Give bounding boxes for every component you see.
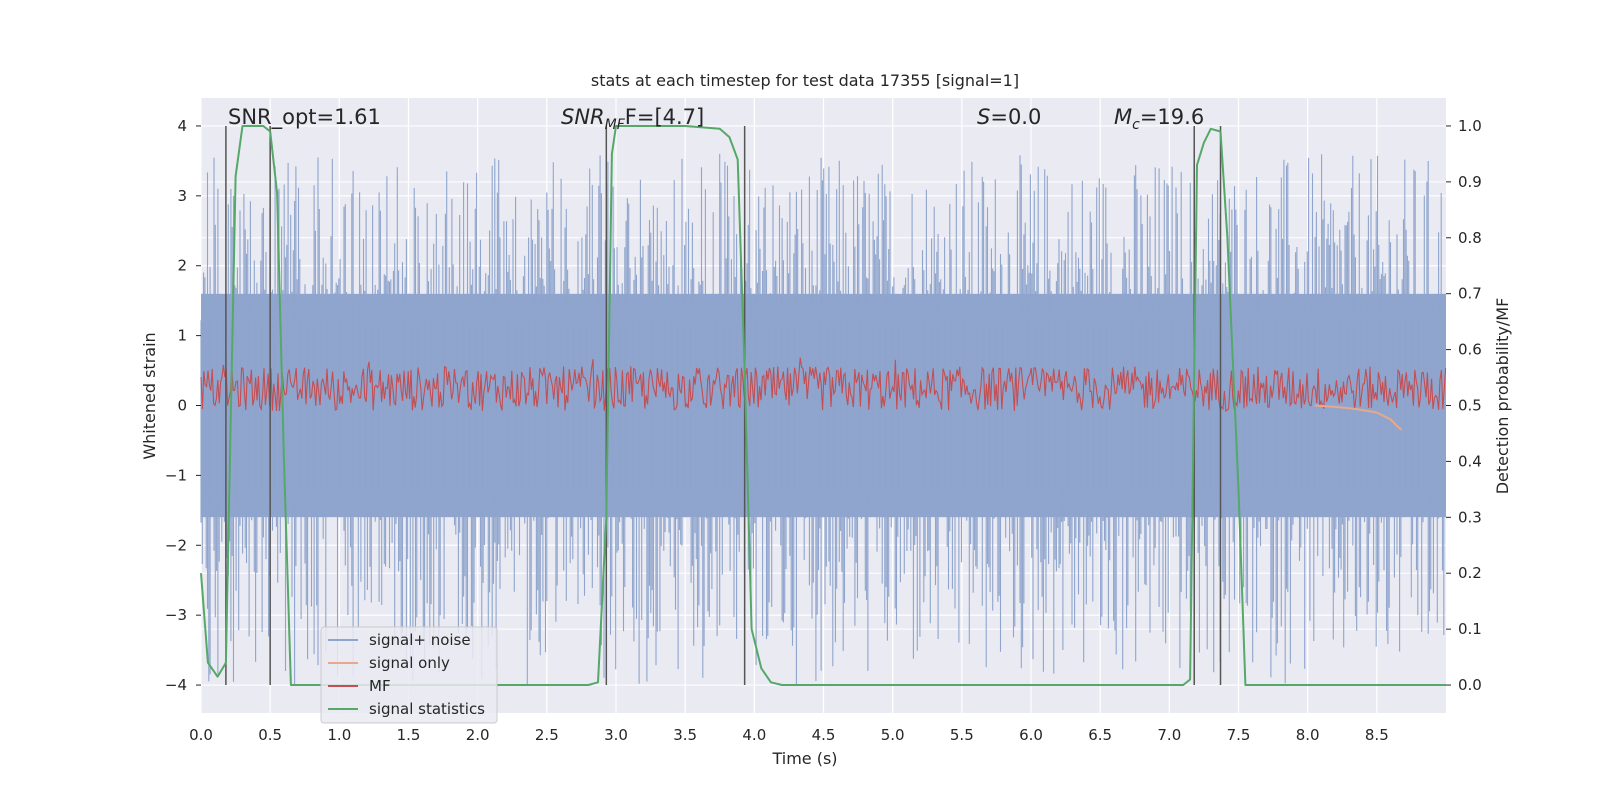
- x-tick-label: 7.5: [1227, 726, 1251, 744]
- y-tick-label-right: 0.8: [1458, 229, 1482, 247]
- x-tick-label: 5.5: [950, 726, 974, 744]
- legend-box: [320, 626, 498, 724]
- x-tick-label: 4.0: [742, 726, 766, 744]
- x-tick-labels: 0.0 0.5 1.0 1.5 2.0 2.5 3.0 3.5 4.0 4.5 5.0 5.5 6.0 6…: [189, 726, 1389, 744]
- snr-mf-sub: MF: [605, 117, 626, 133]
- y-tick-label-right: 0.1: [1458, 620, 1482, 638]
- legend-label-signal-only: signal only: [369, 654, 450, 672]
- signal-only-line: [1314, 404, 1403, 431]
- x-tick-label: 7.0: [1157, 726, 1181, 744]
- y-tick-label: −4: [165, 676, 187, 694]
- signal-only-series: [1314, 404, 1403, 431]
- annotation-mc: Mc=19.6: [1114, 105, 1204, 133]
- snr-mf-main: SNR: [561, 105, 605, 129]
- x-tick-label: 0.0: [189, 726, 213, 744]
- y-axis-label: Whitened strain: [140, 332, 159, 459]
- x-tick-label: 6.5: [1088, 726, 1112, 744]
- mc-main: M: [1114, 105, 1132, 129]
- y-tick-label-right: 0.5: [1458, 397, 1482, 415]
- y-tick-label-right: 1.0: [1458, 117, 1482, 135]
- y-axis-label-right: Detection probability/MF: [1493, 298, 1512, 495]
- mf-series: [200, 357, 1447, 413]
- y-tick-labels-left: −4 −3 −2 −1 0 1 2 3 4: [165, 117, 201, 694]
- y-tick-label-right: 0.6: [1458, 341, 1482, 359]
- mf-line: [200, 357, 1447, 413]
- y-tick-labels-right: 0.0 0.1 0.2 0.3 0.4 0.5 0.6 0.7 0.8 0.9 1.0: [1446, 117, 1482, 694]
- y-tick-label: −2: [165, 536, 187, 554]
- x-tick-label: 2.0: [466, 726, 490, 744]
- x-tick-label: 4.5: [812, 726, 836, 744]
- y-tick-label-right: 0.2: [1458, 564, 1482, 582]
- y-tick-label-right: 0.9: [1458, 173, 1482, 191]
- y-tick-label: 0: [177, 397, 187, 415]
- y-tick-label: −3: [165, 606, 187, 624]
- x-tick-label: 1.5: [397, 726, 421, 744]
- mc-rest: =19.6: [1140, 105, 1204, 129]
- signal-statistics-series: [200, 125, 1446, 686]
- x-tick-label: 5.0: [881, 726, 905, 744]
- x-tick-label: 6.0: [1019, 726, 1043, 744]
- y-tick-label-right: 0.4: [1458, 452, 1482, 470]
- x-tick-label: 8.0: [1296, 726, 1320, 744]
- x-axis-label: Time (s): [771, 749, 837, 768]
- snr-mf-rest: F=[4.7]: [625, 105, 704, 129]
- legend-label-signal-noise: signal+ noise: [369, 631, 471, 649]
- y-tick-label-right: 0.0: [1458, 676, 1482, 694]
- x-tick-label: 3.0: [604, 726, 628, 744]
- y-tick-label-right: 0.3: [1458, 508, 1482, 526]
- y-tick-label: 2: [177, 257, 187, 275]
- y-tick-label-right: 0.7: [1458, 285, 1482, 303]
- x-tick-label: 3.5: [673, 726, 697, 744]
- chart-title: stats at each timestep for test data 173…: [591, 71, 1019, 90]
- annotation-snr-mf: SNRMFF=[4.7]: [561, 105, 704, 133]
- x-tick-label: 2.5: [535, 726, 559, 744]
- s-rest: =0.0: [990, 105, 1041, 129]
- x-tick-label: 0.5: [258, 726, 282, 744]
- s-main: S: [977, 105, 990, 129]
- legend-label-signal-statistics: signal statistics: [369, 700, 485, 718]
- legend-label-mf: MF: [369, 677, 391, 695]
- y-tick-label: −1: [165, 466, 187, 484]
- annotation-s: S=0.0: [977, 105, 1041, 129]
- annotation-snr-opt: SNR_opt=1.61: [228, 105, 381, 130]
- y-tick-label: 1: [177, 327, 187, 345]
- x-tick-label: 1.0: [327, 726, 351, 744]
- mc-sub: c: [1132, 117, 1140, 133]
- x-tick-label: 8.5: [1365, 726, 1389, 744]
- y-tick-label: 3: [177, 187, 187, 205]
- legend: signal+ noise signal only MF signal stat…: [320, 626, 498, 724]
- signal-statistics-line: [200, 125, 1446, 686]
- y-tick-label: 4: [177, 117, 187, 135]
